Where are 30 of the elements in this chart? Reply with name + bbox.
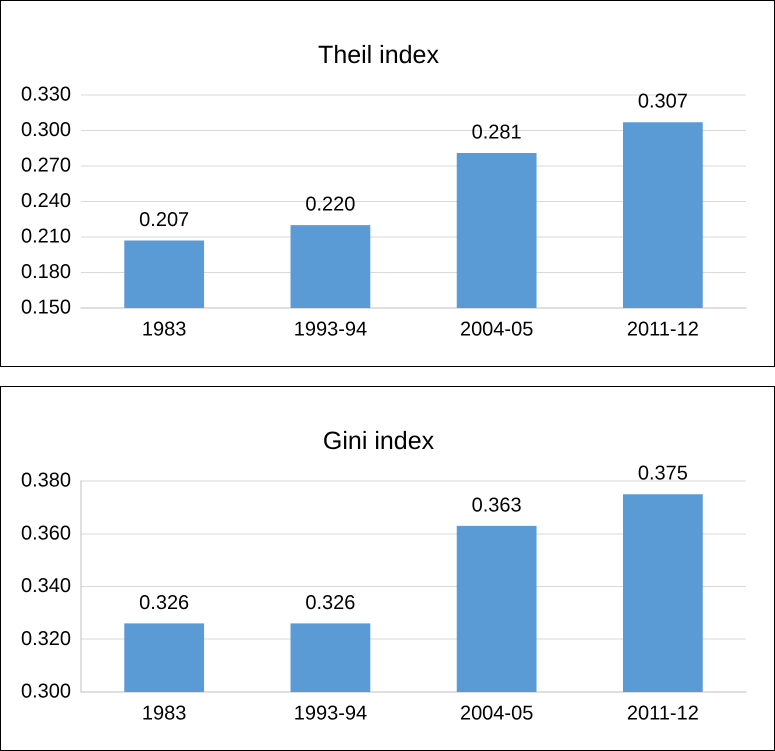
x-tick-label: 2011-12 <box>626 702 699 725</box>
y-tick-label: 0.210 <box>20 226 72 248</box>
data-label: 0.220 <box>305 194 356 216</box>
y-tick-label: 0.150 <box>20 296 72 319</box>
x-tick-label: 1993-94 <box>294 702 368 725</box>
data-label: 0.281 <box>472 122 522 144</box>
x-tick-label: 1993-94 <box>294 318 368 341</box>
data-label: 0.207 <box>139 209 190 232</box>
y-tick-label: 0.360 <box>20 522 72 544</box>
data-label: 0.326 <box>139 592 190 614</box>
y-tick-label: 0.340 <box>20 575 72 598</box>
data-label: 0.363 <box>472 494 522 516</box>
y-tick-label: 0.270 <box>20 154 72 177</box>
y-tick-label: 0.320 <box>20 628 72 650</box>
x-tick-label: 1983 <box>142 702 186 725</box>
data-label: 0.375 <box>638 462 688 485</box>
chart-title: Theil index <box>318 40 440 69</box>
x-tick-label: 2004-05 <box>460 702 534 725</box>
y-tick-label: 0.240 <box>20 190 72 212</box>
data-label: 0.307 <box>638 90 688 113</box>
y-tick-label: 0.380 <box>20 470 72 492</box>
data-label: 0.326 <box>305 592 356 614</box>
chart-title: Gini index <box>322 426 435 455</box>
x-tick-label: 2004-05 <box>460 318 534 341</box>
x-tick-label: 2011-12 <box>626 318 699 341</box>
y-tick-label: 0.330 <box>20 84 72 106</box>
y-tick-label: 0.300 <box>20 680 72 703</box>
y-tick-label: 0.300 <box>20 119 72 142</box>
y-tick-label: 0.180 <box>20 261 72 284</box>
x-tick-label: 1983 <box>142 318 186 341</box>
